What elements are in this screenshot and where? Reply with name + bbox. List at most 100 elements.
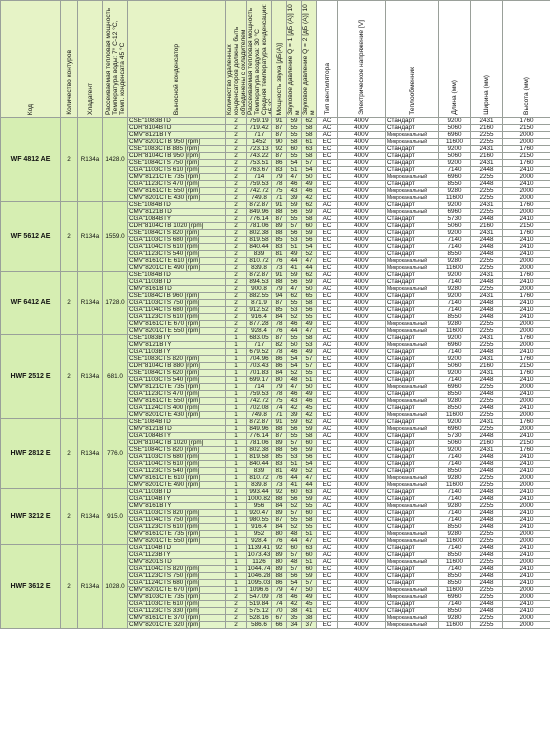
sound-power: 79 bbox=[271, 285, 287, 293]
height: 1760 bbox=[502, 369, 550, 377]
header-condenser: Выносной конденсатор bbox=[127, 0, 226, 118]
heat-dissipation: 928.4 bbox=[246, 537, 272, 545]
heat-dissipation: 699.17 bbox=[246, 376, 272, 384]
fan-type: AC bbox=[316, 418, 338, 426]
length: 11600 bbox=[438, 264, 471, 272]
heat-dissipation: 702.08 bbox=[246, 404, 272, 412]
length: 8550 bbox=[438, 404, 471, 412]
length: 8550 bbox=[438, 467, 471, 475]
sound-pressure-q1: 47 bbox=[286, 383, 302, 391]
sound-pressure-q1: 54 bbox=[286, 355, 302, 363]
heat-exchanger: Стандарт bbox=[385, 306, 439, 314]
table-row: CGA"1104CTS 680 [rpm] 2 912.52 85 53 56 EC 400V… bbox=[1, 306, 550, 314]
heat-exchanger: Микроканальный bbox=[385, 474, 439, 482]
height: 2410 bbox=[502, 215, 550, 223]
heat-exchanger: Стандарт bbox=[385, 460, 439, 468]
width: 2448 bbox=[470, 348, 503, 356]
condenser-count: 2 bbox=[225, 271, 247, 279]
table-row: CMV"8161CTE 670 [rpm] 2 877.28 78 46 49 EC 400V… bbox=[1, 320, 550, 328]
condenser: CSE"1084CTB 960 [rpm] bbox=[127, 292, 226, 300]
sound-pressure-q2: 56 bbox=[301, 453, 317, 461]
length: 6960 bbox=[438, 593, 471, 601]
heat-exchanger: Стандарт bbox=[385, 369, 439, 377]
fan-type: EC bbox=[316, 530, 338, 538]
fan-type: EC bbox=[316, 614, 338, 622]
heat-exchanger: Стандарт bbox=[385, 222, 439, 230]
fan-type: EC bbox=[316, 243, 338, 251]
sound-pressure-q1: 57 bbox=[286, 439, 302, 447]
heat-dissipation: 759.53 bbox=[246, 180, 272, 188]
heat-dissipation: 1044.74 bbox=[246, 565, 272, 573]
sound-pressure-q1: 47 bbox=[286, 586, 302, 594]
sound-pressure-q2: 47 bbox=[301, 327, 317, 335]
condenser-count: 1 bbox=[225, 404, 247, 412]
sound-power: 94 bbox=[271, 292, 287, 300]
width: 2255 bbox=[470, 558, 503, 566]
sound-power: 80 bbox=[271, 376, 287, 384]
fan-type: EC bbox=[316, 229, 338, 237]
sound-power: 81 bbox=[271, 467, 287, 475]
heat-dissipation: 882.55 bbox=[246, 292, 272, 300]
table-row: CMV"8201CTE 550 [rpm] 1 928.4 76 44 47 EC 400V М… bbox=[1, 537, 550, 545]
refrigerant: R134a bbox=[77, 418, 103, 489]
sound-pressure-q2: 42 bbox=[301, 194, 317, 202]
sound-power: 76 bbox=[271, 537, 287, 545]
heat-dissipation: 703.43 bbox=[246, 362, 272, 370]
capacity: 915.0 bbox=[102, 488, 128, 545]
sound-power: 85 bbox=[271, 306, 287, 314]
height: 2410 bbox=[502, 390, 550, 398]
fan-type: EC bbox=[316, 565, 338, 573]
heat-exchanger: Микроканальный bbox=[385, 327, 439, 335]
condenser-count: 2 bbox=[225, 306, 247, 314]
condenser: CMV"8201CTE 490 [rpm] bbox=[127, 264, 226, 272]
voltage: 400V bbox=[337, 586, 386, 594]
width: 2255 bbox=[470, 257, 503, 265]
voltage: 400V bbox=[337, 341, 386, 349]
fan-type: EC bbox=[316, 362, 338, 370]
sound-pressure-q2: 62 bbox=[301, 201, 317, 209]
table-row: CSE"1084CTB 960 [rpm] 2 882.55 94 62 65 EC 400V… bbox=[1, 292, 550, 300]
length: 9280 bbox=[438, 530, 471, 538]
sound-power: 83 bbox=[271, 460, 287, 468]
voltage: 400V bbox=[337, 565, 386, 573]
height: 1760 bbox=[502, 201, 550, 209]
sound-pressure-q2: 56 bbox=[301, 236, 317, 244]
condenser: CGA"1103CTS 540 [rpm] bbox=[127, 376, 226, 384]
length: 9280 bbox=[438, 614, 471, 622]
fan-type: EC bbox=[316, 572, 338, 580]
heat-dissipation: 586.6 bbox=[246, 621, 272, 629]
length: 9200 bbox=[438, 271, 471, 279]
condenser: CMV"8161CTE 610 [rpm] bbox=[127, 257, 226, 265]
width: 2448 bbox=[470, 306, 503, 314]
sound-pressure-q2: 51 bbox=[301, 558, 317, 566]
condenser-count: 1 bbox=[225, 432, 247, 440]
sound-pressure-q2: 50 bbox=[301, 586, 317, 594]
heat-dissipation: 819.58 bbox=[246, 236, 272, 244]
length: 9280 bbox=[438, 320, 471, 328]
heat-dissipation: 719.42 bbox=[246, 124, 272, 132]
sound-pressure-q1: 46 bbox=[286, 593, 302, 601]
condenser-count: 1 bbox=[225, 355, 247, 363]
sound-pressure-q2: 46 bbox=[301, 397, 317, 405]
circuit-count: 2 bbox=[60, 488, 78, 545]
length: 7140 bbox=[438, 453, 471, 461]
heat-dissipation: 519.84 bbox=[246, 600, 272, 608]
condenser: CMV"8161CTE 370 [rpm] bbox=[127, 614, 226, 622]
voltage: 400V bbox=[337, 376, 386, 384]
table-row: CMV"8121CTE 735 [rpm] 1 714 79 47 50 EC 400V Мик… bbox=[1, 383, 550, 391]
circuit-count: 2 bbox=[60, 117, 78, 202]
heat-dissipation: 528.16 bbox=[246, 614, 272, 622]
voltage: 400V bbox=[337, 537, 386, 545]
condenser-count: 2 bbox=[225, 299, 247, 307]
voltage: 400V bbox=[337, 264, 386, 272]
fan-type: EC bbox=[316, 579, 338, 587]
height: 2000 bbox=[502, 502, 550, 510]
height: 2410 bbox=[502, 453, 550, 461]
width: 2448 bbox=[470, 544, 503, 552]
width: 2255 bbox=[470, 187, 503, 195]
capacity: 1559.0 bbox=[102, 201, 128, 272]
sound-power: 90 bbox=[271, 138, 287, 146]
table-row: WF 6412 AE 2 R134a 1728.0 CSE"1084BTD 2 872.87… bbox=[0, 271, 550, 335]
width: 2448 bbox=[470, 467, 503, 475]
heat-exchanger: Микроканальный bbox=[385, 194, 439, 202]
